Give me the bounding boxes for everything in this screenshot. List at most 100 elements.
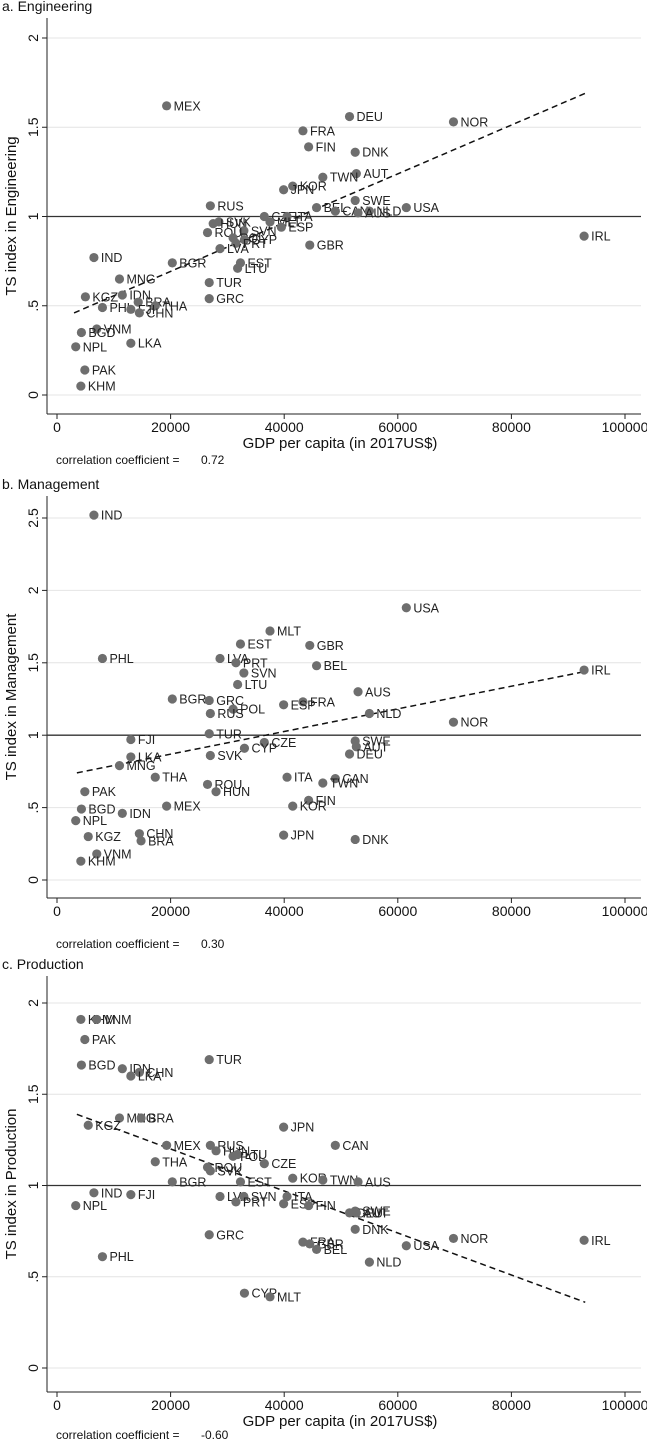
y-tick-label: .5 (25, 1271, 41, 1283)
point-label-bgr: BGR (179, 256, 206, 270)
point-label-mng: MNG (126, 272, 155, 286)
data-point-aut (351, 169, 361, 179)
data-point-irl (579, 665, 589, 675)
point-label-bra: BRA (148, 834, 174, 848)
point-label-chn: CHN (146, 306, 173, 320)
x-tick-label: 100000 (602, 903, 647, 919)
point-label-svk: SVK (226, 215, 252, 229)
point-label-pak: PAK (92, 364, 117, 378)
data-point-grc (204, 1230, 214, 1240)
point-label-deu: DEU (357, 110, 383, 124)
data-point-mng (114, 761, 125, 771)
point-label-prt: PRT (243, 656, 268, 670)
point-label-nor: NOR (460, 115, 488, 129)
y-tick-label: 0 (25, 391, 41, 399)
data-point-ind (89, 1188, 99, 1198)
correlation-value: -0.60 (201, 1428, 229, 1441)
y-tick-label: 2 (25, 34, 41, 42)
data-point-irl (579, 1235, 589, 1245)
data-point-svk (205, 750, 215, 761)
data-point-kgz (83, 1120, 93, 1130)
point-label-dnk: DNK (362, 1223, 389, 1237)
data-point-dnk (350, 147, 360, 157)
point-label-tur: TUR (216, 1053, 242, 1067)
data-point-prt (231, 1197, 241, 1207)
x-tick-label: 60000 (378, 903, 417, 919)
data-point-mlt (265, 626, 275, 636)
point-label-svk: SVK (217, 1164, 243, 1178)
data-point-esp (279, 1199, 289, 1209)
trend-line (76, 1113, 586, 1304)
data-point-dnk (350, 834, 360, 845)
data-point-cyp (239, 743, 250, 753)
data-point-mng (114, 274, 125, 284)
panel-title: c. Production (2, 956, 84, 972)
point-label-prt: PRT (243, 1195, 268, 1209)
point-label-cyp: CYP (251, 233, 277, 247)
point-label-est: EST (247, 256, 272, 270)
point-label-idn: IDN (129, 807, 151, 821)
point-label-aut: AUT (363, 1206, 388, 1220)
point-label-fra: FRA (310, 695, 336, 709)
data-point-cyp (239, 1288, 250, 1298)
point-label-grc: GRC (216, 694, 244, 708)
point-label-svn: SVN (251, 666, 277, 680)
point-label-mlt: MLT (277, 1290, 301, 1304)
data-point-svk (205, 1166, 215, 1176)
data-point-bgd (76, 327, 87, 338)
panel-3: c. Production 0 .5 1 1.5 2 0 20000 40000 60000 800… (2, 956, 647, 1441)
point-label-rus: RUS (217, 1139, 243, 1153)
point-label-can: CAN (342, 1139, 368, 1153)
y-tick-label: .5 (25, 802, 41, 814)
data-point-aus (353, 1177, 363, 1187)
data-point-ind (89, 510, 99, 520)
point-label-swe: SWE (362, 734, 390, 748)
data-point-fra (298, 126, 308, 136)
point-label-swe: SWE (362, 194, 390, 208)
data-point-khm (76, 381, 86, 391)
data-point-khm (76, 1014, 86, 1025)
point-label-khm: KHM (88, 380, 116, 394)
data-point-dnk (350, 1224, 360, 1234)
data-point-aus (353, 208, 363, 218)
point-label-pak: PAK (92, 1033, 117, 1047)
data-point-tha (150, 1157, 160, 1167)
data-point-mlt (265, 1292, 275, 1302)
point-label-dnk: DNK (362, 146, 389, 160)
point-label-ind: IND (101, 509, 123, 523)
data-point-khm (76, 856, 86, 866)
data-point-est (235, 1177, 246, 1187)
y-tick-label: 0 (25, 876, 41, 884)
point-label-jpn: JPN (291, 1121, 315, 1135)
point-label-bgd: BGD (88, 326, 115, 340)
data-point-tha (150, 301, 160, 311)
data-point-tur (204, 1054, 214, 1065)
point-label-tur: TUR (216, 727, 242, 741)
point-label-ltu: LTU (245, 262, 268, 276)
data-point-phl (97, 1252, 108, 1262)
data-point-kgz (80, 292, 90, 302)
data-point-usa (401, 603, 411, 613)
data-point-hun (211, 787, 221, 797)
data-point-ita (282, 211, 292, 222)
data-point-bgr (167, 1177, 177, 1187)
data-point-lka (126, 1071, 136, 1081)
point-label-pak: PAK (92, 785, 117, 799)
data-point-prt (231, 238, 241, 248)
data-point-vnm (92, 324, 102, 334)
y-tick-label: 0 (25, 1364, 41, 1372)
point-label-rou: ROU (215, 1161, 243, 1175)
point-label-ita: ITA (294, 771, 313, 785)
data-point-pol (228, 1151, 238, 1161)
point-label-bel: BEL (324, 1243, 348, 1257)
trend-line (73, 92, 586, 314)
point-label-aus: AUS (365, 206, 391, 220)
panel-title: b. Management (2, 476, 99, 492)
x-axis-title: GDP per capita (in 2017US$) (243, 1413, 438, 1430)
data-point-jpn (279, 830, 289, 840)
point-label-nld: NLD (376, 707, 401, 721)
data-point-npl (71, 816, 81, 826)
data-point-bel (311, 661, 322, 671)
data-point-kor (288, 801, 298, 811)
point-label-bgd: BGD (88, 1059, 115, 1073)
